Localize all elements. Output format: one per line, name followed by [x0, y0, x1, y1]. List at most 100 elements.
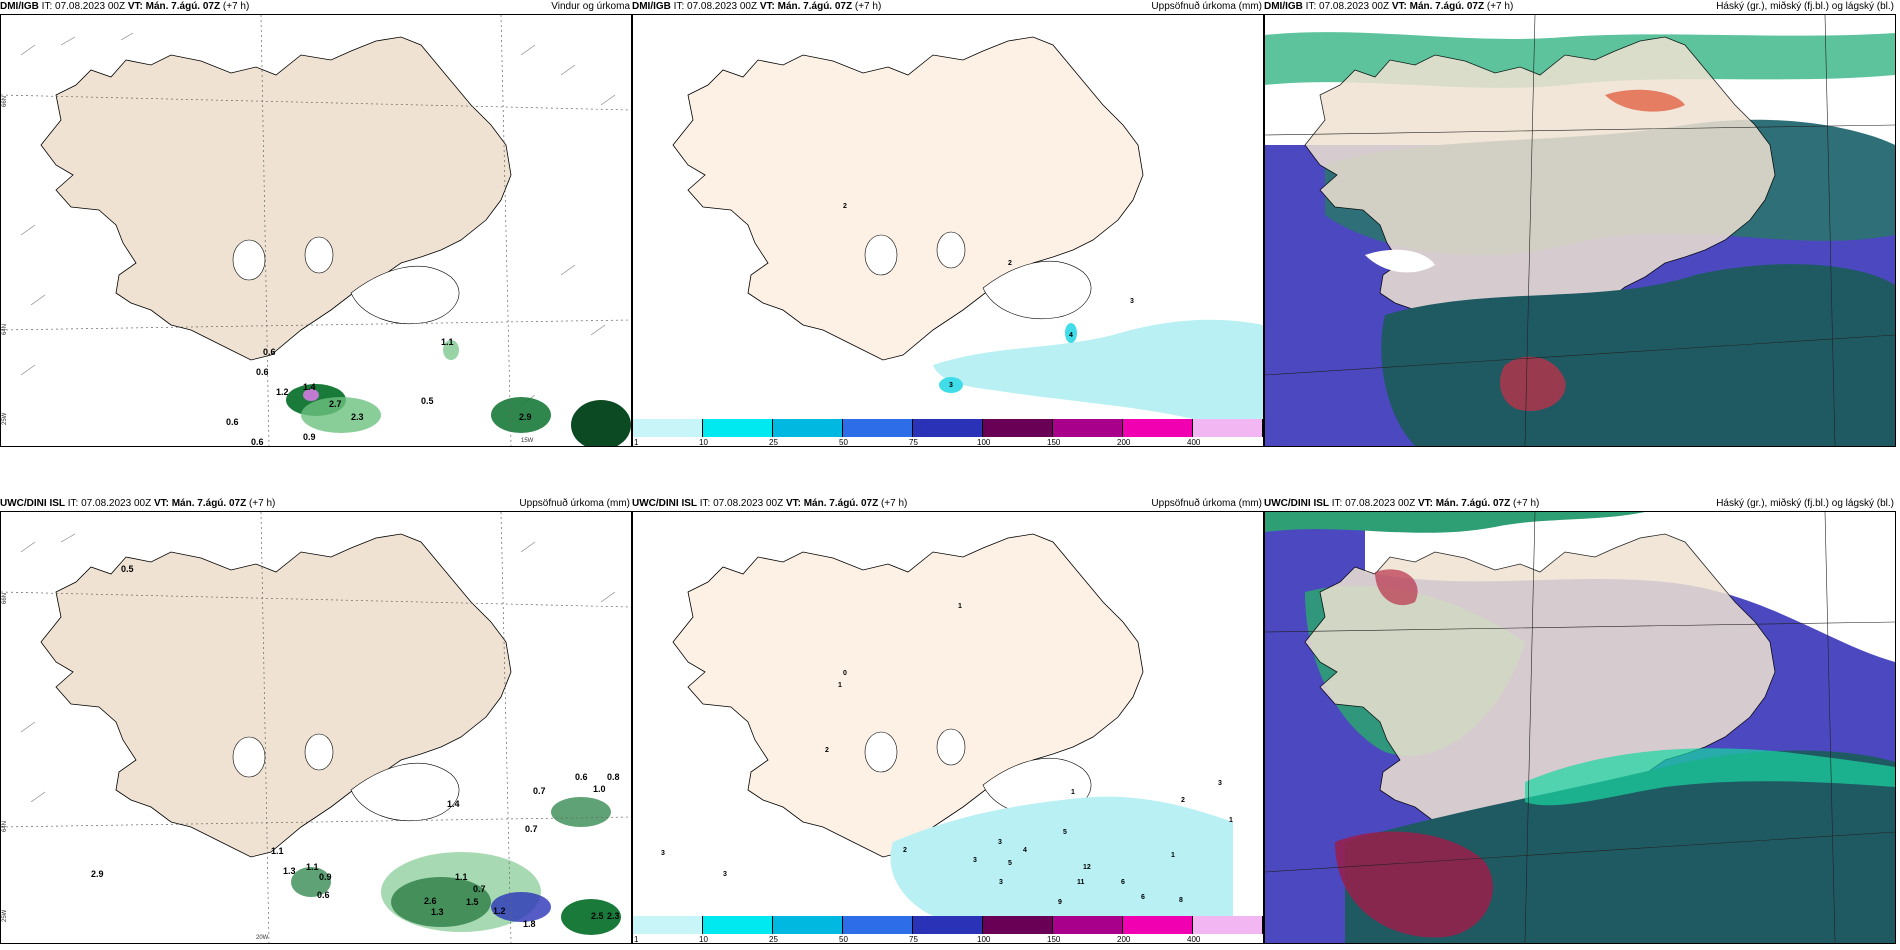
- legend-swatch: [703, 916, 773, 934]
- legend-swatch: [983, 419, 1053, 437]
- valid-time-label: VT:: [785, 498, 801, 509]
- map-frame: 66N 64N 25W 15W 0.6 0.6 1.2 1.4 2.7 2.3 …: [0, 14, 632, 447]
- precip-label: 1.5: [466, 897, 479, 907]
- precip-label: 1.4: [447, 799, 460, 809]
- map-accum-precip: 1 1 0 2 3 2 3 3 4 5 5 3 12 11 6 9 6 8 1 …: [633, 512, 1263, 916]
- legend-tick: 100: [977, 935, 991, 944]
- legend-tick: 75: [909, 935, 918, 944]
- lon-label: 25W: [2, 412, 8, 425]
- legend-tick: 10: [699, 935, 708, 944]
- init-time: IT: 07.08.2023 00Z: [697, 498, 786, 509]
- legend-tick: 1: [634, 438, 639, 447]
- valid-time-label: VT:: [127, 1, 143, 12]
- init-time: IT: 07.08.2023 00Z: [1302, 1, 1392, 12]
- legend-swatch: [913, 916, 983, 934]
- valid-time-label: VT:: [759, 1, 775, 12]
- valid-time-label: VT:: [153, 498, 169, 509]
- lead-time: (+7 h): [246, 498, 276, 509]
- accum-label: 0: [843, 670, 847, 677]
- legend-swatch: [633, 419, 703, 437]
- precip-label: 0.7: [533, 786, 546, 796]
- precip-label: 2.7: [329, 399, 342, 409]
- precip-label: 2.3: [351, 412, 364, 422]
- precip-label: 0.9: [319, 872, 332, 882]
- legend-swatch: [1123, 419, 1193, 437]
- map-clouds: [1265, 15, 1895, 446]
- precip-label: 0.6: [575, 772, 588, 782]
- map-frame: 2 3 4 2 3 1 10 25 50 75 100 150 200: [632, 14, 1264, 447]
- precip-label: 0.6: [256, 367, 269, 377]
- lon-label: 15W: [521, 438, 534, 444]
- accum-label: 8: [1179, 897, 1183, 904]
- accum-label: 4: [1069, 332, 1073, 339]
- legend-swatch: [1053, 916, 1123, 934]
- legend-swatch: [983, 916, 1053, 934]
- legend-swatch: [1193, 419, 1263, 437]
- map-clouds: [1265, 512, 1895, 943]
- accum-label: 3: [998, 839, 1002, 846]
- lat-label: 66N: [2, 593, 8, 604]
- precip-label: 0.9: [303, 432, 316, 442]
- valid-time: Mán. 7.ágú. 07Z: [1406, 1, 1485, 12]
- accum-label: 3: [949, 382, 953, 389]
- panel-header: DMI/IGB IT: 07.08.2023 00Z VT: Mán. 7.ág…: [632, 0, 1264, 14]
- accum-label: 3: [723, 871, 727, 878]
- precip-label: 1.2: [493, 906, 506, 916]
- panel-header: UWC/DINI ISL IT: 07.08.2023 00Z VT: Mán.…: [632, 497, 1264, 511]
- model-name: UWC/DINI ISL: [632, 498, 697, 509]
- precip-label: 1.1: [455, 872, 468, 882]
- precip-label: 2.3: [607, 911, 620, 921]
- accum-values: 2 3 4 2 3: [843, 203, 1134, 389]
- precip-label: 0.8: [607, 772, 620, 782]
- lon-label: 25W: [2, 909, 8, 922]
- precip-label: 1.8: [523, 919, 536, 929]
- precip-legend: 1 10 25 50 75 100 150 200 400: [633, 419, 1263, 446]
- panel-dmi-accum: DMI/IGB IT: 07.08.2023 00Z VT: Mán. 7.ág…: [632, 0, 1264, 447]
- precip-label: 1.1: [441, 337, 454, 347]
- lat-label: 64N: [2, 821, 8, 832]
- precip-shading: [286, 340, 631, 446]
- panel-title: Uppsöfnuð úrkoma (mm): [1151, 498, 1262, 509]
- accum-label: 3: [1130, 298, 1134, 305]
- precip-label: 0.6: [263, 347, 276, 357]
- legend-tick: 75: [909, 438, 918, 447]
- lead-time: (+7 h): [878, 498, 908, 509]
- valid-time: Mán. 7.ágú. 07Z: [168, 498, 247, 509]
- accum-label: 2: [903, 847, 907, 854]
- accum-label: 2: [825, 747, 829, 754]
- panel-title: Háský (gr.), miðský (fj.bl.) og lágský (…: [1716, 498, 1894, 509]
- map-wind-precip: 66N 64N 25W 20W 0.5 1.1 1.3 1.1 0.9 0.6 …: [1, 512, 631, 943]
- accum-label: 3: [973, 857, 977, 864]
- legend-tick: 400: [1187, 438, 1201, 447]
- accum-label: 1: [958, 603, 962, 610]
- lat-label: 64N: [2, 324, 8, 335]
- precip-label: 0.7: [525, 824, 538, 834]
- model-name: DMI/IGB: [0, 1, 39, 12]
- legend-tick: 150: [1047, 935, 1061, 944]
- lon-label: 20W: [256, 935, 269, 941]
- legend-tick: 100: [977, 438, 991, 447]
- legend-swatch: [843, 916, 913, 934]
- legend-tick: 10: [699, 438, 708, 447]
- precip-label: 2.9: [519, 412, 532, 422]
- legend-tick: 25: [769, 438, 778, 447]
- precip-label: 0.7: [473, 884, 486, 894]
- map-frame: [1264, 511, 1896, 944]
- init-time: IT: 07.08.2023 00Z: [1329, 498, 1418, 509]
- precip-label: 0.5: [121, 564, 134, 574]
- valid-time-label: VT:: [1417, 498, 1433, 509]
- precip-label: 1.1: [271, 846, 284, 856]
- precip-values: 0.6 0.6 1.2 1.4 2.7 2.3 0.5 0.6 0.9 0.6 …: [226, 337, 532, 446]
- accum-label: 3: [661, 850, 665, 857]
- legend-swatch: [773, 419, 843, 437]
- legend-tick: 200: [1117, 438, 1131, 447]
- panel-title: Uppsöfnuð úrkoma (mm): [519, 498, 630, 509]
- valid-time: Mán. 7.ágú. 07Z: [774, 1, 853, 12]
- precip-label: 2.6: [424, 896, 437, 906]
- valid-time: Mán. 7.ágú. 07Z: [142, 1, 221, 12]
- accum-label: 9: [1058, 899, 1062, 906]
- accum-label: 1: [1171, 852, 1175, 859]
- legend-swatch: [1193, 916, 1263, 934]
- panel-uwc-accum: UWC/DINI ISL IT: 07.08.2023 00Z VT: Mán.…: [632, 497, 1264, 944]
- precip-label: 1.1: [306, 862, 319, 872]
